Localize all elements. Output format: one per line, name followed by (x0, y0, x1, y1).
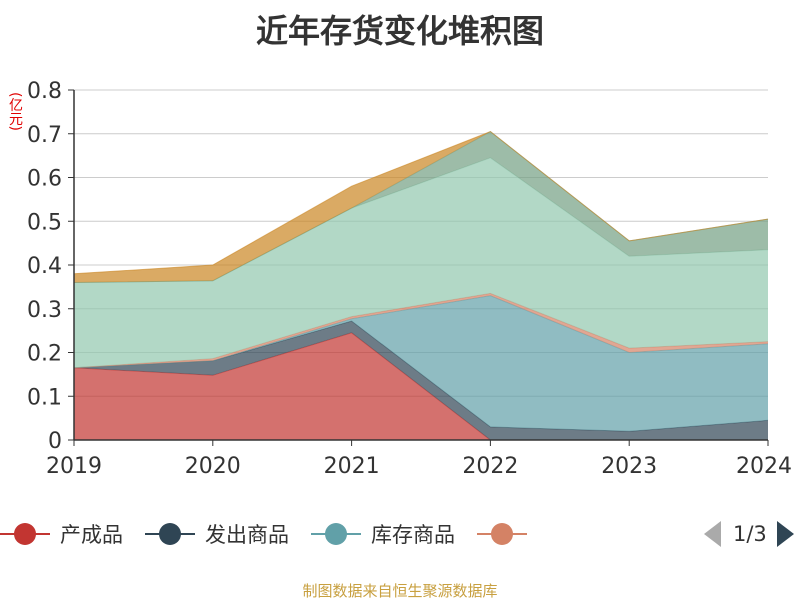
y-tick-label: 0.4 (27, 254, 62, 279)
area-series-4[interactable] (74, 157, 768, 368)
legend-item-inventory-goods[interactable]: 库存商品 (311, 519, 455, 549)
y-tick-label: 0.7 (27, 123, 62, 148)
y-tick-label: 0.5 (27, 210, 62, 235)
area-series-3[interactable] (74, 293, 768, 368)
pager-next-icon[interactable] (776, 521, 794, 547)
area-series (73, 131, 769, 441)
x-tick-label: 2024 (736, 454, 792, 479)
legend-item-consigned-processing[interactable] (477, 522, 537, 546)
data-source-note: 制图数据来自恒生聚源数据库 (302, 582, 498, 600)
x-tick-label: 2022 (462, 454, 518, 479)
series-line-6 (73, 131, 769, 275)
x-tick-label: 2021 (324, 454, 380, 479)
legend-marker-icon (145, 522, 195, 546)
legend-marker-icon (311, 522, 361, 546)
y-tick-label: 0.6 (27, 167, 62, 192)
pager-prev-icon[interactable] (704, 521, 721, 547)
axes: 0 0.1 0.2 0.3 0.4 0.5 0.6 0.7 0.8 2019 2020 2021 202… (27, 79, 792, 479)
area-series-1[interactable] (74, 321, 768, 440)
x-tick-label: 2023 (601, 454, 657, 479)
pager-status: 1/3 (733, 522, 767, 546)
legend-item-finished-goods[interactable]: 产成品 (0, 519, 123, 549)
x-tick-label: 2019 (46, 454, 102, 479)
chart-title: 近年存货变化堆积图 (255, 12, 544, 50)
area-series-2[interactable] (74, 295, 768, 432)
y-tick-label: 0.2 (27, 342, 62, 367)
x-tick-label: 2020 (185, 454, 241, 479)
y-tick-label: 0.3 (27, 298, 62, 323)
y-tick-label: 0.1 (27, 385, 62, 410)
legend-marker-icon (477, 522, 527, 546)
legend-label: 产成品 (60, 523, 123, 547)
legend-marker-icon (0, 522, 50, 546)
legend-item-goods-shipped[interactable]: 发出商品 (145, 519, 289, 549)
legend: 产成品 发出商品 库存商品 (0, 516, 800, 552)
area-series-6[interactable] (74, 131, 768, 283)
legend-label: 库存商品 (371, 523, 455, 547)
y-tick-label: 0.8 (27, 79, 62, 104)
legend-pager: 1/3 (700, 516, 800, 552)
y-axis-unit-label: (亿元) (7, 92, 23, 131)
legend-label: 发出商品 (205, 523, 289, 547)
y-tick-label: 0 (48, 429, 62, 454)
